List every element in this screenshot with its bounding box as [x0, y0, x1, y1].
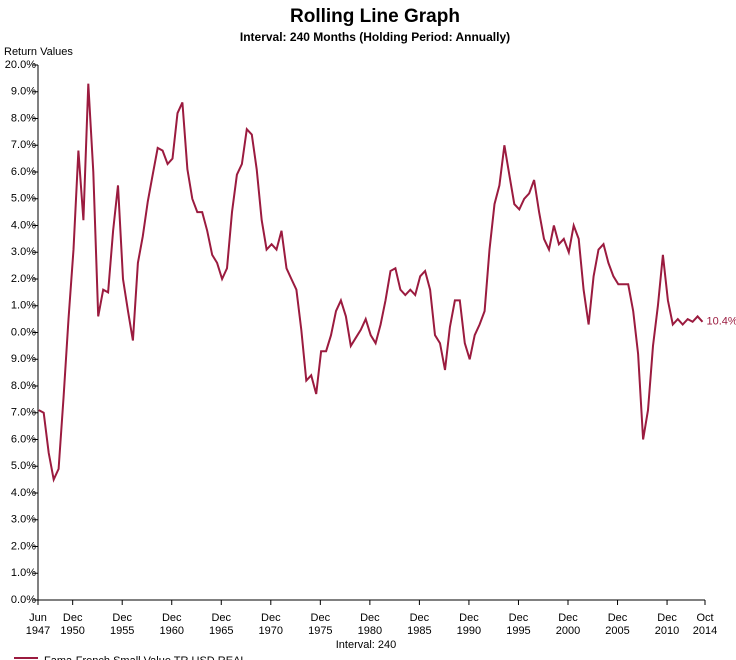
- y-tick-label: 6.0%: [11, 433, 36, 445]
- x-axis-label: Interval: 240: [336, 639, 397, 651]
- y-tick-label: 2.0%: [11, 273, 36, 285]
- x-tick-label: Dec 2005: [605, 612, 630, 637]
- x-tick-label: Dec 1950: [60, 612, 85, 637]
- x-tick-label: Jun 1947: [25, 612, 51, 637]
- x-tick-label: Oct 2014: [692, 612, 718, 637]
- y-tick-label: 8.0%: [11, 112, 36, 124]
- y-tick-label: 6.0%: [11, 166, 36, 178]
- chart-subtitle: Interval: 240 Months (Holding Period: An…: [240, 30, 510, 44]
- y-tick-label: 3.0%: [11, 514, 36, 526]
- x-tick-label: Dec 2000: [555, 612, 581, 637]
- x-tick-label: Dec 1960: [159, 612, 184, 637]
- x-tick-label: Dec 2010: [654, 612, 680, 637]
- x-tick-label: Dec 1990: [456, 612, 482, 637]
- y-tick-label: 4.0%: [11, 487, 36, 499]
- y-tick-label: 4.0%: [11, 219, 36, 231]
- x-tick-label: Dec 1985: [407, 612, 432, 637]
- y-tick-label: 7.0%: [11, 139, 36, 151]
- y-tick-label: 9.0%: [11, 353, 36, 365]
- x-tick-label: Dec 1975: [308, 612, 333, 637]
- y-tick-label: 1.0%: [11, 567, 36, 579]
- y-tick-label: 5.0%: [11, 193, 36, 205]
- y-tick-label: 3.0%: [11, 246, 36, 258]
- x-tick-label: Dec 1970: [258, 612, 284, 637]
- y-tick-label: 9.0%: [11, 86, 36, 98]
- y-tick-label: 1.0%: [11, 300, 36, 312]
- x-tick-label: Dec 1965: [209, 612, 234, 637]
- series-line: [38, 83, 704, 483]
- y-tick-label: 20.0%: [5, 59, 36, 71]
- y-tick-label: 7.0%: [11, 407, 36, 419]
- y-tick-label: 0.0%: [11, 326, 36, 338]
- x-tick-label: Dec 1995: [506, 612, 531, 637]
- x-tick-label: Dec 1980: [357, 612, 383, 637]
- y-tick-label: 2.0%: [11, 540, 36, 552]
- x-tick-label: Dec 1955: [109, 612, 135, 637]
- y-axis-label: Return Values: [4, 46, 73, 58]
- end-value-label: 10.4%: [707, 316, 736, 328]
- chart-title: Rolling Line Graph: [290, 6, 460, 27]
- y-tick-label: 5.0%: [11, 460, 36, 472]
- legend-label: Fama-French Small Value TR USD REAL: [44, 655, 247, 660]
- y-tick-label: 0.0%: [11, 594, 36, 606]
- y-tick-label: 8.0%: [11, 380, 36, 392]
